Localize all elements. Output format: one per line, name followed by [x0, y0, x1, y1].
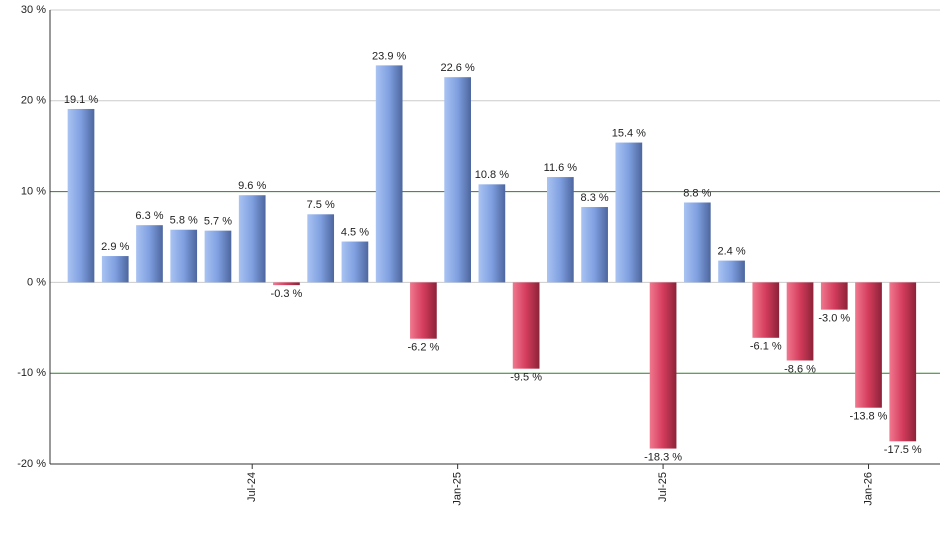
x-tick-label: Jan-26 [862, 472, 874, 506]
value-label: 11.6 % [544, 162, 578, 174]
value-label: -17.5 % [884, 444, 922, 456]
bar [683, 202, 711, 283]
value-label: 2.4 % [717, 246, 745, 258]
bar [170, 229, 198, 283]
value-label: 10.8 % [475, 169, 509, 181]
bar [615, 142, 643, 283]
value-label: 19.1 % [64, 94, 98, 106]
x-tick-label: Jan-25 [452, 472, 464, 506]
bar [101, 256, 129, 283]
bar [889, 282, 917, 442]
value-label: 6.3 % [135, 210, 163, 222]
bar [752, 282, 780, 338]
value-label: 2.9 % [101, 241, 129, 253]
bar [375, 65, 403, 283]
bar [136, 225, 163, 283]
bar [649, 282, 677, 449]
y-tick-label: -10 % [17, 367, 46, 379]
y-tick-label: 10 % [21, 186, 46, 198]
bar [444, 77, 471, 283]
value-label: 4.5 % [341, 226, 369, 238]
value-label: -18.3 % [644, 451, 682, 463]
bar [855, 282, 882, 408]
bar [718, 260, 745, 283]
bar [786, 282, 814, 361]
x-tick-label: Jul-24 [246, 472, 258, 502]
bar [204, 230, 232, 283]
value-label: -13.8 % [850, 411, 888, 423]
value-label: -9.5 % [510, 372, 542, 384]
value-label: -3.0 % [818, 313, 850, 325]
bar [67, 108, 95, 283]
value-label: -0.3 % [271, 288, 303, 300]
value-label: 22.6 % [441, 62, 475, 74]
bar [581, 207, 608, 283]
value-label: 8.3 % [581, 192, 609, 204]
bar [341, 241, 369, 283]
x-tick-label: Jul-25 [657, 472, 669, 502]
value-label: -8.6 % [784, 363, 816, 375]
bar [273, 282, 300, 286]
y-tick-label: 0 % [27, 276, 46, 288]
bar [410, 282, 437, 339]
bar [238, 195, 266, 283]
bar [478, 184, 506, 283]
y-tick-label: 20 % [21, 95, 46, 107]
value-label: -6.2 % [408, 342, 440, 354]
y-tick-label: 30 % [21, 4, 46, 16]
value-label: 7.5 % [307, 199, 335, 211]
value-label: 23.9 % [372, 50, 406, 62]
bar [547, 177, 574, 283]
bar [307, 214, 335, 283]
bar [512, 282, 540, 369]
y-tick-label: -20 % [17, 458, 46, 470]
value-label: 15.4 % [612, 127, 646, 139]
value-label: 5.7 % [204, 216, 232, 228]
value-label: -6.1 % [750, 341, 782, 353]
value-label: 8.8 % [683, 187, 711, 199]
value-label: 9.6 % [238, 180, 266, 192]
bar [820, 282, 848, 310]
value-label: 5.8 % [170, 215, 198, 227]
